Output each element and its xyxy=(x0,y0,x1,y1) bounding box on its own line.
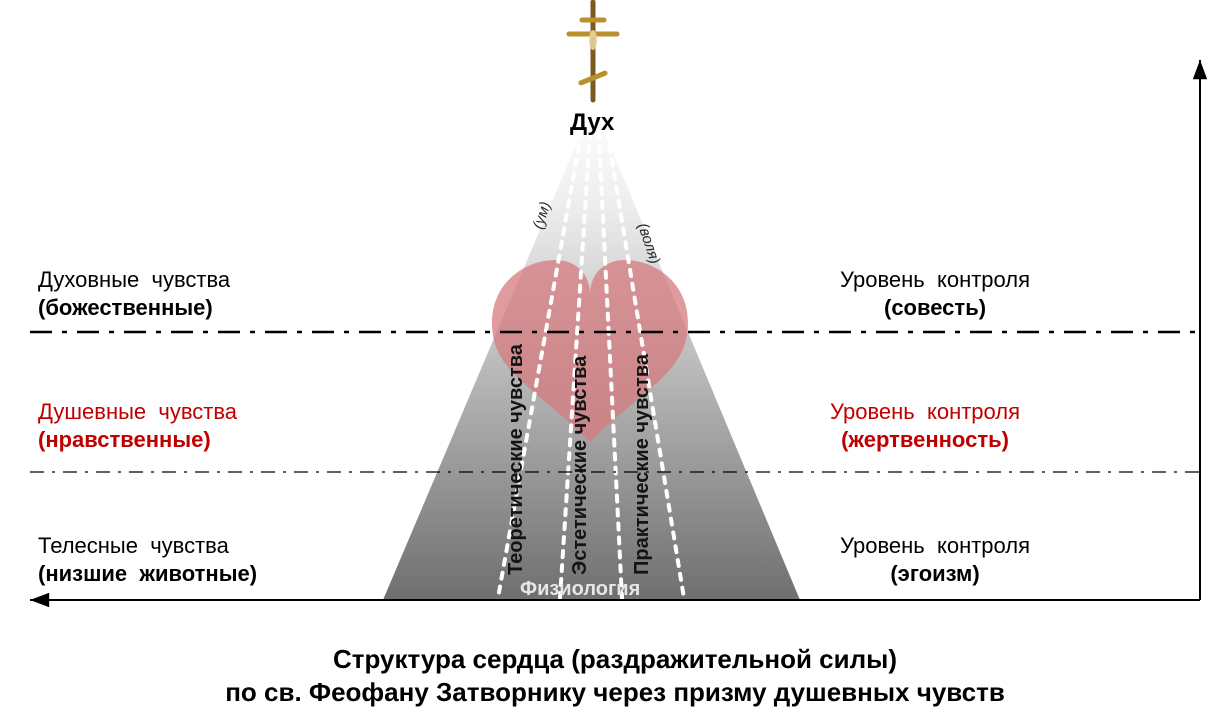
left-label-bodily: Телесные чувства(низшие животные) xyxy=(38,532,257,587)
caption-line-1: Структура сердца (раздражительной силы) xyxy=(0,644,1230,675)
apex-label: Дух xyxy=(570,108,614,138)
right-label-sacrifice: Уровень контроля(жертвенность) xyxy=(830,398,1020,453)
svg-text:Теоретические чувства: Теоретические чувства xyxy=(505,343,527,575)
left-label-spiritual: Духовные чувства(божественные) xyxy=(38,266,230,321)
svg-text:Эстетические чувства: Эстетические чувства xyxy=(569,355,591,575)
diagram-svg: (ум)(воля)Теоретические чувстваЭстетичес… xyxy=(0,0,1230,724)
left-label-soul: Душевные чувства(нравственные) xyxy=(38,398,237,453)
right-label-conscience: Уровень контроля(совесть) xyxy=(840,266,1030,321)
caption-line-2: по св. Феофану Затворнику через призму д… xyxy=(0,677,1230,708)
orthodox-cross-icon xyxy=(569,2,617,100)
svg-text:Практические чувства: Практические чувства xyxy=(631,353,653,575)
diagram-stage: (ум)(воля)Теоретические чувстваЭстетичес… xyxy=(0,0,1230,724)
base-label: Физиология xyxy=(520,578,640,600)
right-label-egoism: Уровень контроля(эгоизм) xyxy=(840,532,1030,587)
